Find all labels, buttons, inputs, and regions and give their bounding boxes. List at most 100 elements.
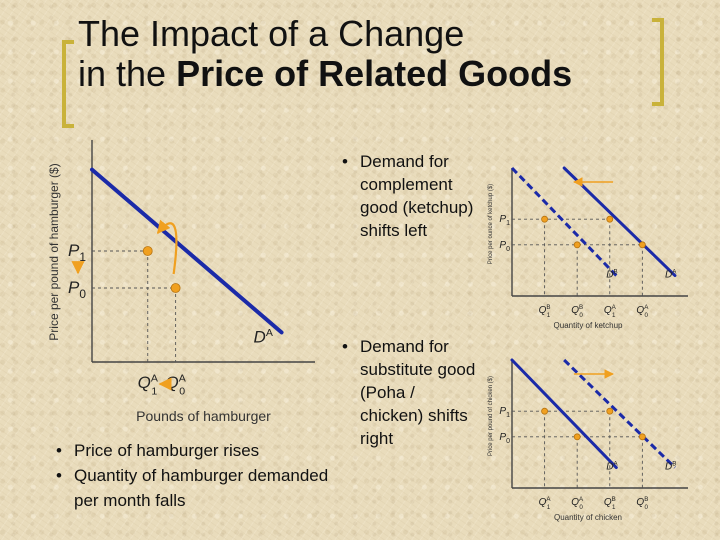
x-tick-label: QB 1 <box>539 304 551 319</box>
y-tick-label: P1 <box>499 406 510 419</box>
demand-point <box>541 407 548 415</box>
y-tick-label-sub: 0 <box>506 246 510 253</box>
demand-point <box>573 241 581 249</box>
demand-point <box>606 407 614 415</box>
curve-label-db-base: D <box>606 270 613 281</box>
y-tick-label-base: P <box>68 241 80 260</box>
y-tick-label-base: P <box>68 278 80 297</box>
page-title: The Impact of a Change in the Price of R… <box>78 14 572 94</box>
y-tick-label-base: P <box>499 214 506 225</box>
y-tick-label-sub: 1 <box>506 412 510 419</box>
y-axis-label: Price per pound of chicken ($) <box>488 376 494 456</box>
y-tick-label: P1 <box>499 214 510 227</box>
bullet-quantity-falls: Quantity of hamburger demanded per month… <box>52 463 332 513</box>
x-tick-label-sub: 1 <box>547 504 551 511</box>
curve-label-db-sup: B <box>614 269 618 276</box>
bullet-price-rises: Price of hamburger rises <box>52 438 332 463</box>
demand-point <box>638 433 646 441</box>
x-tick-label-base: Q <box>165 373 178 392</box>
x-tick-label-sub: 1 <box>547 312 551 319</box>
title-line-2-bold: Price of Related Goods <box>176 53 573 94</box>
x-tick-label: QA 0 <box>165 373 185 398</box>
y-tick-label-base: P <box>499 406 506 417</box>
title-line-1: The Impact of a Change <box>78 13 465 54</box>
y-tick-label-sub: 0 <box>506 438 510 445</box>
x-axis-label: Quantity of chicken <box>554 513 622 522</box>
chicken-demand-chart: Price per pound of chicken ($) Quantity o… <box>488 358 688 522</box>
curve-label-da-sup: A <box>614 461 619 468</box>
curve-label-da-base: D <box>254 327 266 346</box>
x-tick-label-sup: A <box>151 373 158 385</box>
y-tick-label: P0 <box>499 240 510 253</box>
curve-label-da-base: D <box>606 462 613 473</box>
x-tick-label-base: Q <box>571 305 579 316</box>
x-tick-label-base: Q <box>604 497 612 508</box>
curve-label-da-sup: A <box>266 327 273 339</box>
demand-curve-da <box>510 358 618 470</box>
y-tick-label-sub: 0 <box>79 287 86 301</box>
x-tick-label-base: Q <box>636 305 644 316</box>
demand-point <box>573 433 581 441</box>
title-bracket-left <box>62 40 74 128</box>
title-bracket-right <box>652 18 664 106</box>
y-tick-label-base: P <box>499 240 506 251</box>
x-tick-label-sup: A <box>579 496 584 503</box>
x-tick-label-base: Q <box>636 497 644 508</box>
y-tick-label: P0 <box>499 432 510 445</box>
x-tick-label: QB 0 <box>571 304 583 319</box>
bullet-complement-shift: Demand for complement good (ketchup) shi… <box>338 150 478 242</box>
x-tick-label-sup: A <box>546 496 551 503</box>
bullet-substitute-shift: Demand for substitute good (Poha / chick… <box>338 335 480 450</box>
substitute-bullet-list: Demand for substitute good (Poha / chick… <box>338 335 480 450</box>
curve-label-db: DB <box>606 269 617 281</box>
x-axis-label: Quantity of ketchup <box>554 321 623 330</box>
demand-point <box>541 215 548 223</box>
x-tick-label: QB 1 <box>604 496 616 511</box>
x-tick-label-sub: 1 <box>151 385 157 397</box>
x-tick-label-base: Q <box>571 497 579 508</box>
x-tick-label-base: Q <box>604 305 612 316</box>
demand-curve-da <box>562 166 677 278</box>
x-tick-label-sup: A <box>612 304 617 311</box>
x-tick-label: QA 1 <box>604 304 617 319</box>
curve-label-da-base: D <box>665 270 672 281</box>
curve-label-da: DA <box>665 269 677 281</box>
x-tick-label-base: Q <box>539 305 547 316</box>
x-tick-label-sub: 0 <box>645 504 649 511</box>
demand-point <box>638 241 646 249</box>
title-line-2-plain: in the <box>78 53 177 94</box>
y-tick-label: P1 <box>68 241 86 264</box>
curve-label-da: DA <box>254 327 273 346</box>
y-tick-label-sub: 1 <box>506 220 510 227</box>
x-tick-label-sub: 0 <box>645 312 649 319</box>
x-tick-label-sup: A <box>179 373 186 385</box>
y-tick-label-base: P <box>499 432 506 443</box>
demand-curve-db <box>510 166 618 277</box>
x-tick-label-sub: 0 <box>579 504 583 511</box>
x-tick-label-sup: B <box>644 496 648 503</box>
x-tick-label-sup: A <box>644 304 649 311</box>
x-tick-label: QA 1 <box>138 373 158 398</box>
x-tick-label: QA 0 <box>571 496 584 511</box>
x-tick-label-sub: 1 <box>612 312 616 319</box>
y-tick-label: P0 <box>68 278 86 301</box>
hamburger-demand-chart: Price per pound of hamburger ($) Pounds o… <box>47 140 315 424</box>
x-tick-label-sub: 0 <box>579 312 583 319</box>
x-axis-label: Pounds of hamburger <box>136 408 271 424</box>
complement-bullet-list: Demand for complement good (ketchup) shi… <box>338 150 478 242</box>
x-tick-label-base: Q <box>138 373 151 392</box>
demand-curve-da <box>90 167 284 335</box>
demand-curve-db <box>563 358 677 469</box>
y-axis-label: Price per pound of hamburger ($) <box>47 163 61 340</box>
x-tick-label: QA 1 <box>539 496 552 511</box>
curve-label-da-sup: A <box>672 269 677 276</box>
curve-label-db-sup: B <box>672 461 676 468</box>
ketchup-demand-chart: Price per ounce of ketchup ($) Quantity o… <box>488 166 688 330</box>
x-tick-label-sup: B <box>612 496 616 503</box>
x-tick-label: QA 0 <box>636 304 649 319</box>
x-tick-label: QB 0 <box>636 496 648 511</box>
curve-label-db-base: D <box>665 462 672 473</box>
demand-point <box>606 215 614 223</box>
main-bullet-list: Price of hamburger rises Quantity of ham… <box>52 438 332 513</box>
